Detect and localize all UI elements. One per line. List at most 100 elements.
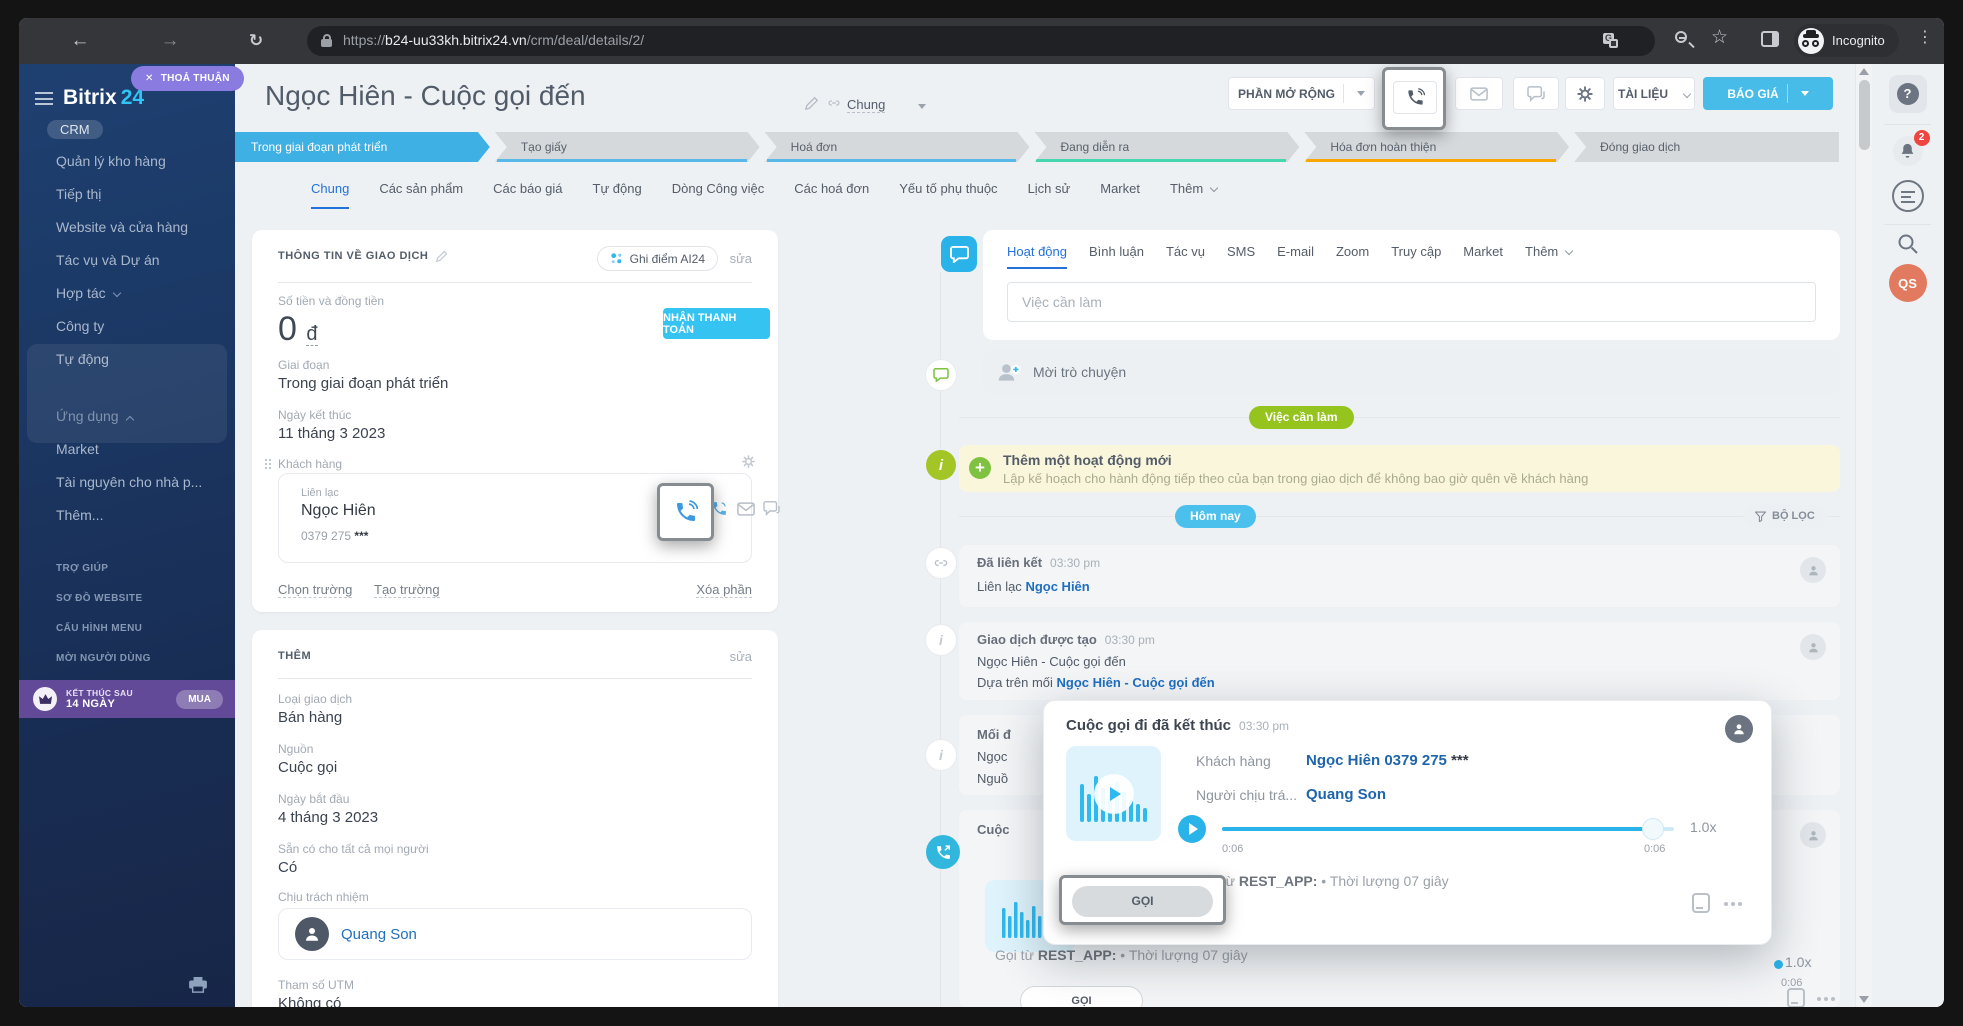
timeline-item-linked[interactable]: Đã liên kết 03:30 pm Liên lạc Ngọc Hiên — [959, 545, 1840, 607]
tab-invoices[interactable]: Các hoá đơn — [794, 181, 870, 196]
availability-value[interactable]: Có — [278, 859, 298, 876]
stage-close-deal[interactable]: Đóng giao dịch — [1574, 132, 1839, 162]
timeline2-deal-link[interactable]: Ngọc Hiên - Cuộc gọi đến — [1056, 675, 1215, 690]
tab-automation[interactable]: Tự động — [592, 181, 642, 196]
user-avatar[interactable]: QS — [1888, 264, 1927, 302]
search-button[interactable] — [1896, 232, 1920, 256]
ai-score-chip[interactable]: Ghi điểm AI24 — [596, 246, 718, 271]
tab-zoom[interactable]: Zoom — [1335, 244, 1370, 259]
messenger-rail-button[interactable] — [1891, 180, 1924, 212]
mail-icon[interactable] — [737, 502, 755, 516]
chat-button[interactable] — [1513, 77, 1559, 110]
more-dots-icon[interactable] — [1724, 902, 1742, 906]
responsible-name[interactable]: Quang Son — [341, 925, 417, 943]
help-button[interactable]: ? — [1888, 75, 1927, 113]
sidebar-item-devresources[interactable]: Tài nguyên cho nhà p... — [56, 474, 203, 490]
source-value[interactable]: Cuộc gọi — [278, 759, 338, 776]
tab-access[interactable]: Truy cập — [1391, 244, 1442, 259]
url-text[interactable]: https://b24-uu33kh.bitrix24.vn/crm/deal/… — [343, 32, 644, 48]
scroll-down-icon[interactable] — [1859, 996, 1869, 1003]
tab-quotes[interactable]: Các báo giá — [493, 181, 563, 196]
end-date-value[interactable]: 11 tháng 3 2023 — [278, 425, 386, 442]
edit-section-icon[interactable] — [436, 250, 448, 262]
pipeline-selector[interactable]: Chung — [847, 97, 886, 113]
tab-general[interactable]: Chung — [311, 181, 350, 209]
audio-knob[interactable] — [1642, 818, 1664, 840]
hamburger-icon[interactable] — [35, 91, 53, 105]
sidebar-item-menu-config[interactable]: CẤU HÌNH MENU — [56, 623, 143, 634]
popup-customer-value[interactable]: Ngọc Hiên 0379 275 *** — [1306, 752, 1469, 769]
tab-workflow[interactable]: Dòng Công việc — [671, 181, 765, 196]
sidebar-item-market[interactable]: Market — [56, 441, 99, 457]
sidebar-item-tasks[interactable]: Tác vụ và Dự án — [56, 252, 160, 268]
stage-final-invoice[interactable]: Hóa đơn hoàn thiện — [1304, 132, 1569, 162]
choose-field-link[interactable]: Chọn trường — [278, 582, 353, 598]
settings-gear-button[interactable] — [1565, 77, 1605, 110]
edit-more-link[interactable]: sửa — [729, 649, 752, 664]
new-activity-banner[interactable]: + Thêm một hoạt động mới Lập kế hoạch ch… — [959, 445, 1840, 492]
amount-value[interactable]: 0 đ — [278, 310, 318, 348]
audio-track[interactable] — [1222, 827, 1674, 831]
more-dots-icon[interactable] — [1817, 997, 1835, 1001]
tab-sms[interactable]: SMS — [1226, 244, 1256, 259]
sidebar-item-invite-users[interactable]: MỜI NGƯỜI DÙNG — [56, 653, 151, 664]
edit-title-icon[interactable] — [805, 96, 819, 110]
sidebar-item-more[interactable]: Thêm... — [56, 507, 104, 523]
contact-call-icon[interactable] — [674, 500, 698, 524]
tab-activity[interactable]: Hoạt động — [1007, 244, 1067, 269]
stage-invoice[interactable]: Hoá đơn — [765, 132, 1030, 162]
incognito-badge[interactable]: Incognito — [1794, 24, 1899, 57]
invite-chat-row[interactable]: Mời trò chuyện — [983, 350, 1840, 394]
sidebar-item-automation[interactable]: Tự động — [56, 351, 109, 367]
deal-tag-pill[interactable]: ✕ THOẢ THUẬN — [131, 66, 244, 91]
extensions-button[interactable]: PHẦN MỞ RỘNG — [1228, 77, 1375, 110]
buy-button[interactable]: MUA — [176, 689, 223, 709]
sidebar-item-sitemap[interactable]: SƠ ĐỒ WEBSITE — [56, 593, 143, 604]
stage-in-progress[interactable]: Trong giai đoạn phát triển — [235, 132, 490, 162]
forward-icon[interactable]: → — [160, 30, 180, 51]
email-button[interactable] — [1455, 77, 1503, 110]
tab-activity-more[interactable]: Thêm — [1525, 244, 1574, 269]
customer-settings-icon[interactable] — [741, 454, 756, 469]
timeline4-speed[interactable]: 1.0x — [1785, 954, 1812, 970]
timeline-item-created[interactable]: Giao dịch được tạo 03:30 pm Ngọc Hiên - C… — [959, 622, 1840, 700]
start-date-value[interactable]: 4 tháng 3 2023 — [278, 809, 379, 826]
call-button[interactable] — [1393, 81, 1437, 114]
playback-speed[interactable]: 1.0x — [1690, 819, 1717, 835]
sidebar-item-company[interactable]: Công ty — [56, 318, 105, 334]
notifications-button[interactable]: 2 — [1892, 130, 1930, 166]
printer-icon[interactable] — [189, 977, 207, 993]
phone-icon[interactable] — [711, 500, 728, 517]
play-overlay-icon[interactable] — [1093, 773, 1134, 814]
back-icon[interactable]: ← — [70, 30, 90, 51]
zoom-out-icon[interactable] — [1675, 31, 1687, 43]
todo-pill[interactable]: Việc cần làm — [1249, 406, 1354, 429]
messenger-icon[interactable] — [763, 501, 780, 516]
delete-section-link[interactable]: Xóa phần — [696, 582, 752, 598]
popup-responsible-value[interactable]: Quang Son — [1306, 786, 1386, 803]
call-record-tile[interactable] — [1066, 746, 1161, 841]
tab-market[interactable]: Market — [1100, 181, 1140, 196]
drag-handle-icon[interactable] — [264, 458, 272, 470]
tab-email[interactable]: E-mail — [1277, 244, 1314, 259]
translate-icon[interactable]: G — [1603, 33, 1618, 48]
scrollbar-thumb[interactable] — [1859, 80, 1870, 150]
timeline3-line1[interactable]: Ngọc — [977, 749, 1008, 764]
tab-comments[interactable]: Bình luận — [1089, 244, 1144, 259]
call-again-button[interactable]: GỌI — [1072, 886, 1213, 917]
quote-button[interactable]: BÁO GIÁ — [1703, 77, 1833, 110]
link-copy-icon[interactable] — [827, 96, 841, 110]
bitrix-logo[interactable]: Bitrix 24 — [35, 86, 144, 110]
contact-card[interactable]: Liên lạc Ngọc Hiên 0379 275 *** — [278, 473, 780, 563]
today-pill[interactable]: Hôm nay — [1175, 505, 1256, 528]
page-scrollbar[interactable] — [1855, 64, 1872, 1007]
receive-payment-button[interactable]: NHẬN THANH TOÁN — [663, 308, 770, 339]
timeline1-contact-link[interactable]: Ngọc Hiên — [1025, 579, 1090, 594]
tab-dependencies[interactable]: Yếu tố phụ thuộc — [899, 181, 998, 196]
play-button[interactable] — [1178, 815, 1206, 843]
bookmark-star-icon[interactable]: ☆ — [1711, 27, 1729, 48]
browser-menu-icon[interactable]: ⋮ — [1917, 29, 1933, 46]
sidebar-item-inventory[interactable]: Quản lý kho hàng — [56, 153, 166, 169]
edit-deal-link[interactable]: sửa — [729, 251, 752, 266]
sidebar-item-help[interactable]: TRỢ GIÚP — [56, 563, 109, 574]
